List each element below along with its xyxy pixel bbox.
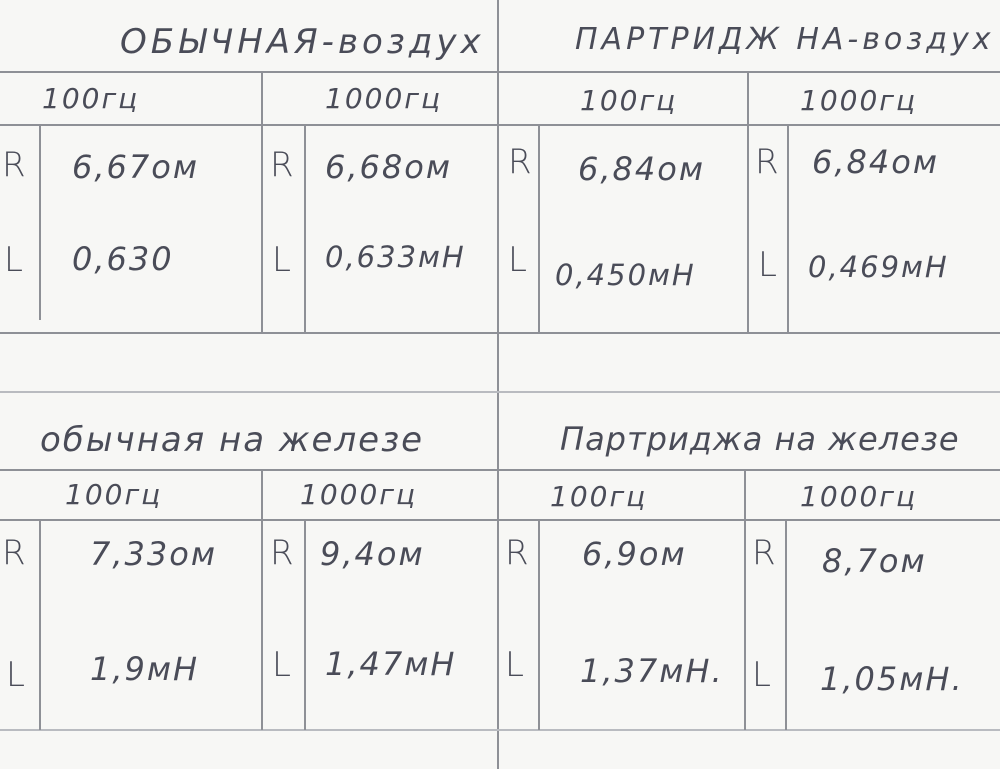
l-value: 1,37мН.: [580, 652, 724, 690]
bottom-title-line: [0, 469, 1000, 471]
rl-divider: [39, 125, 41, 320]
r-label: R: [270, 533, 296, 573]
freq-header: 1000гц: [300, 478, 418, 511]
l-value: 1,05мН.: [820, 660, 964, 698]
l-value: 1,47мН: [325, 645, 457, 683]
bottom-freq-line: [0, 519, 1000, 521]
col-divider: [747, 72, 749, 333]
rl-divider: [787, 125, 789, 333]
col-divider: [744, 470, 746, 730]
l-label: L: [272, 240, 293, 280]
top-freq-line: [0, 124, 1000, 126]
r-label: R: [2, 145, 28, 185]
l-value: 0,633мН: [325, 240, 466, 274]
l-value: 0,469мН: [808, 250, 949, 284]
freq-header: 1000гц: [800, 84, 918, 117]
l-label: L: [758, 245, 779, 285]
l-label: L: [272, 645, 293, 685]
r-label: R: [755, 142, 781, 182]
bottom-end-line: [0, 729, 1000, 731]
col-divider: [261, 470, 263, 730]
freq-header: 100гц: [42, 82, 140, 115]
l-value: 0,630: [72, 240, 174, 278]
r-label: R: [505, 533, 531, 573]
r-label: R: [752, 533, 778, 573]
freq-header: 100гц: [65, 478, 163, 511]
section-title: Партриджа на железе: [560, 420, 960, 458]
top-title-line: [0, 71, 1000, 73]
rl-divider: [785, 520, 787, 730]
r-label: R: [2, 533, 28, 573]
r-value: 6,84ом: [578, 150, 705, 188]
rl-divider: [304, 125, 306, 333]
r-value: 6,84ом: [812, 143, 939, 181]
r-value: 6,67ом: [72, 148, 199, 186]
r-value: 9,4ом: [320, 535, 425, 573]
freq-header: 100гц: [550, 480, 648, 513]
l-label: L: [505, 645, 526, 685]
l-label: L: [4, 240, 25, 280]
center-divider: [497, 0, 499, 769]
freq-header: 100гц: [580, 84, 678, 117]
rl-divider: [538, 125, 540, 333]
r-value: 8,7ом: [822, 542, 927, 580]
rl-divider: [304, 520, 306, 730]
rl-divider: [39, 520, 41, 730]
section-title: ПАРТРИДЖ НА-воздух: [575, 22, 995, 57]
l-label: L: [752, 655, 773, 695]
col-divider: [261, 72, 263, 333]
r-value: 6,68ом: [325, 148, 452, 186]
top-bottom-line: [0, 332, 1000, 334]
rl-divider: [538, 520, 540, 730]
freq-header: 1000гц: [800, 480, 918, 513]
section-title: обычная на железе: [40, 420, 425, 460]
r-value: 7,33ом: [90, 535, 217, 573]
l-value: 0,450мН: [555, 258, 696, 292]
l-label: L: [6, 655, 27, 695]
r-value: 6,9ом: [582, 535, 687, 573]
r-label: R: [270, 145, 296, 185]
l-label: L: [508, 240, 529, 280]
r-label: R: [508, 142, 534, 182]
l-value: 1,9мН: [90, 650, 200, 688]
gap-line: [0, 391, 1000, 393]
section-title: ОБЫЧНАЯ-воздух: [120, 22, 485, 62]
freq-header: 1000гц: [325, 82, 443, 115]
